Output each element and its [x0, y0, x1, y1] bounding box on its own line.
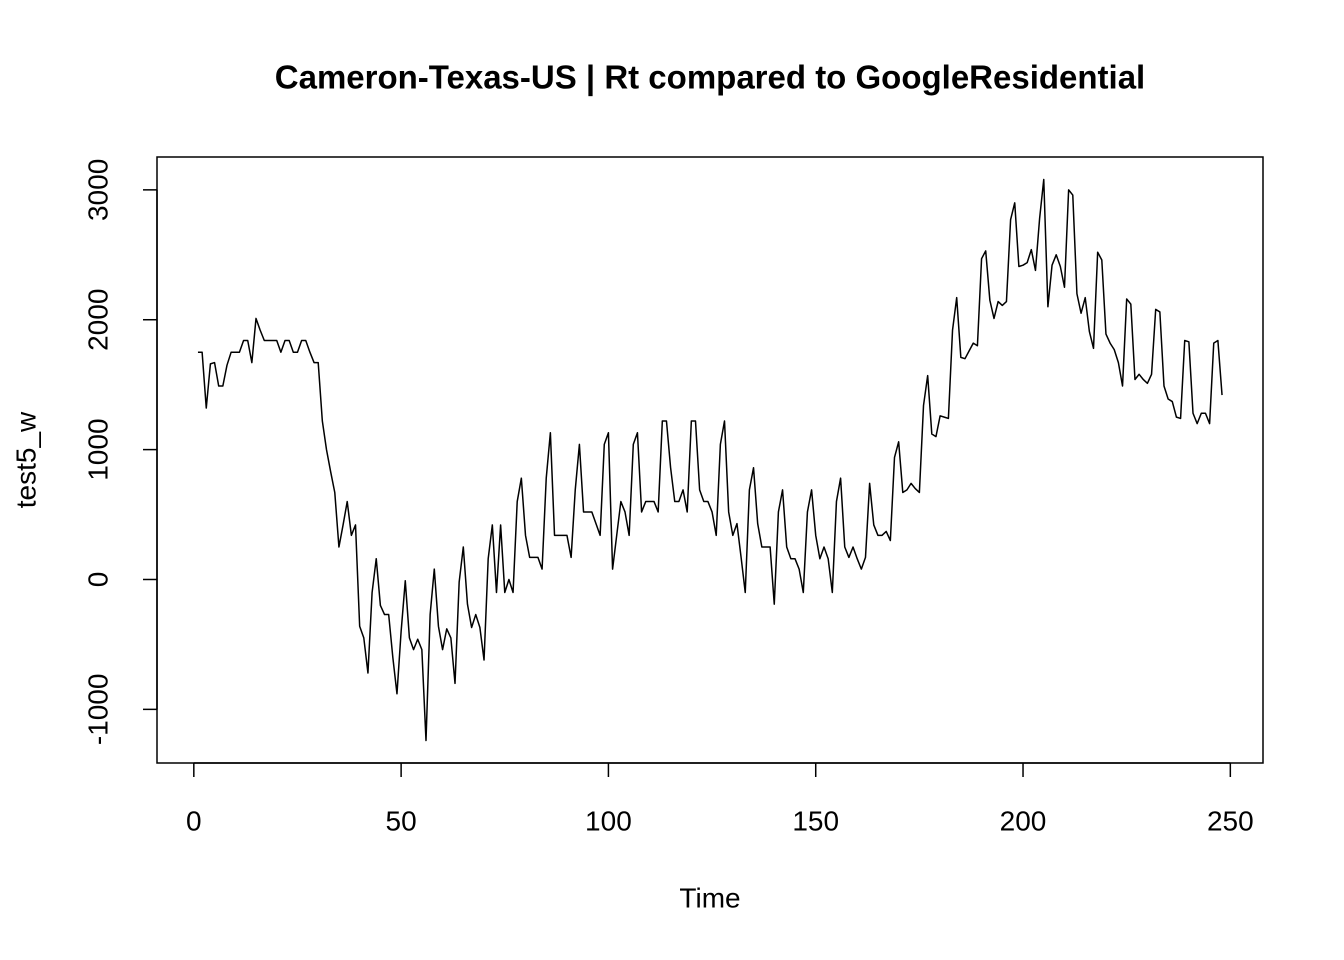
data-line — [197, 178, 1223, 742]
x-tick-label: 0 — [186, 805, 202, 836]
plot-box — [156, 156, 1264, 764]
y-tick-label: 3000 — [82, 159, 113, 221]
chart-title: Cameron-Texas-US | Rt compared to Google… — [275, 59, 1145, 96]
y-tick-label: 1000 — [82, 418, 113, 480]
x-tick-label: 200 — [1000, 805, 1047, 836]
x-axis-label: Time — [679, 882, 740, 913]
y-tick-label: -1000 — [82, 674, 113, 746]
x-tick-label: 50 — [386, 805, 417, 836]
y-tick-label: 2000 — [82, 289, 113, 351]
x-tick-label: 150 — [792, 805, 839, 836]
x-tick-label: 250 — [1207, 805, 1254, 836]
y-tick-label: 0 — [82, 572, 113, 588]
x-tick-label: 100 — [585, 805, 632, 836]
y-axis-label: test5_w — [10, 411, 41, 508]
